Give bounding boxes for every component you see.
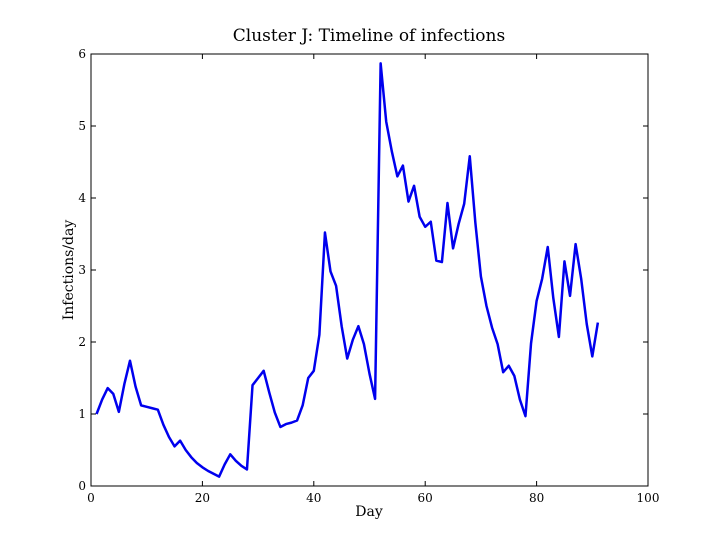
x-axis: 0 20 40 60 80 100 [87,54,659,505]
y-tick-label: 6 [78,47,86,61]
y-tick-label: 2 [78,335,86,349]
x-tick-label: 100 [637,491,660,505]
y-tick-label: 0 [78,479,86,493]
y-axis-label: Infections/day [61,220,77,321]
plot-area [95,62,600,478]
x-tick-label: 80 [529,491,544,505]
y-tick-label: 1 [78,407,86,421]
x-tick-label: 40 [306,491,321,505]
y-tick-label: 5 [78,119,86,133]
series-line [95,62,600,478]
x-tick-label: 0 [87,491,95,505]
y-tick-label: 4 [78,191,86,205]
y-axis: 0 1 2 3 4 5 6 [78,47,648,493]
x-axis-label: Day [355,504,383,520]
chart-title: Cluster J: Timeline of infections [233,26,505,46]
x-tick-label: 60 [418,491,433,505]
y-tick-label: 3 [78,263,86,277]
x-tick-label: 20 [195,491,210,505]
